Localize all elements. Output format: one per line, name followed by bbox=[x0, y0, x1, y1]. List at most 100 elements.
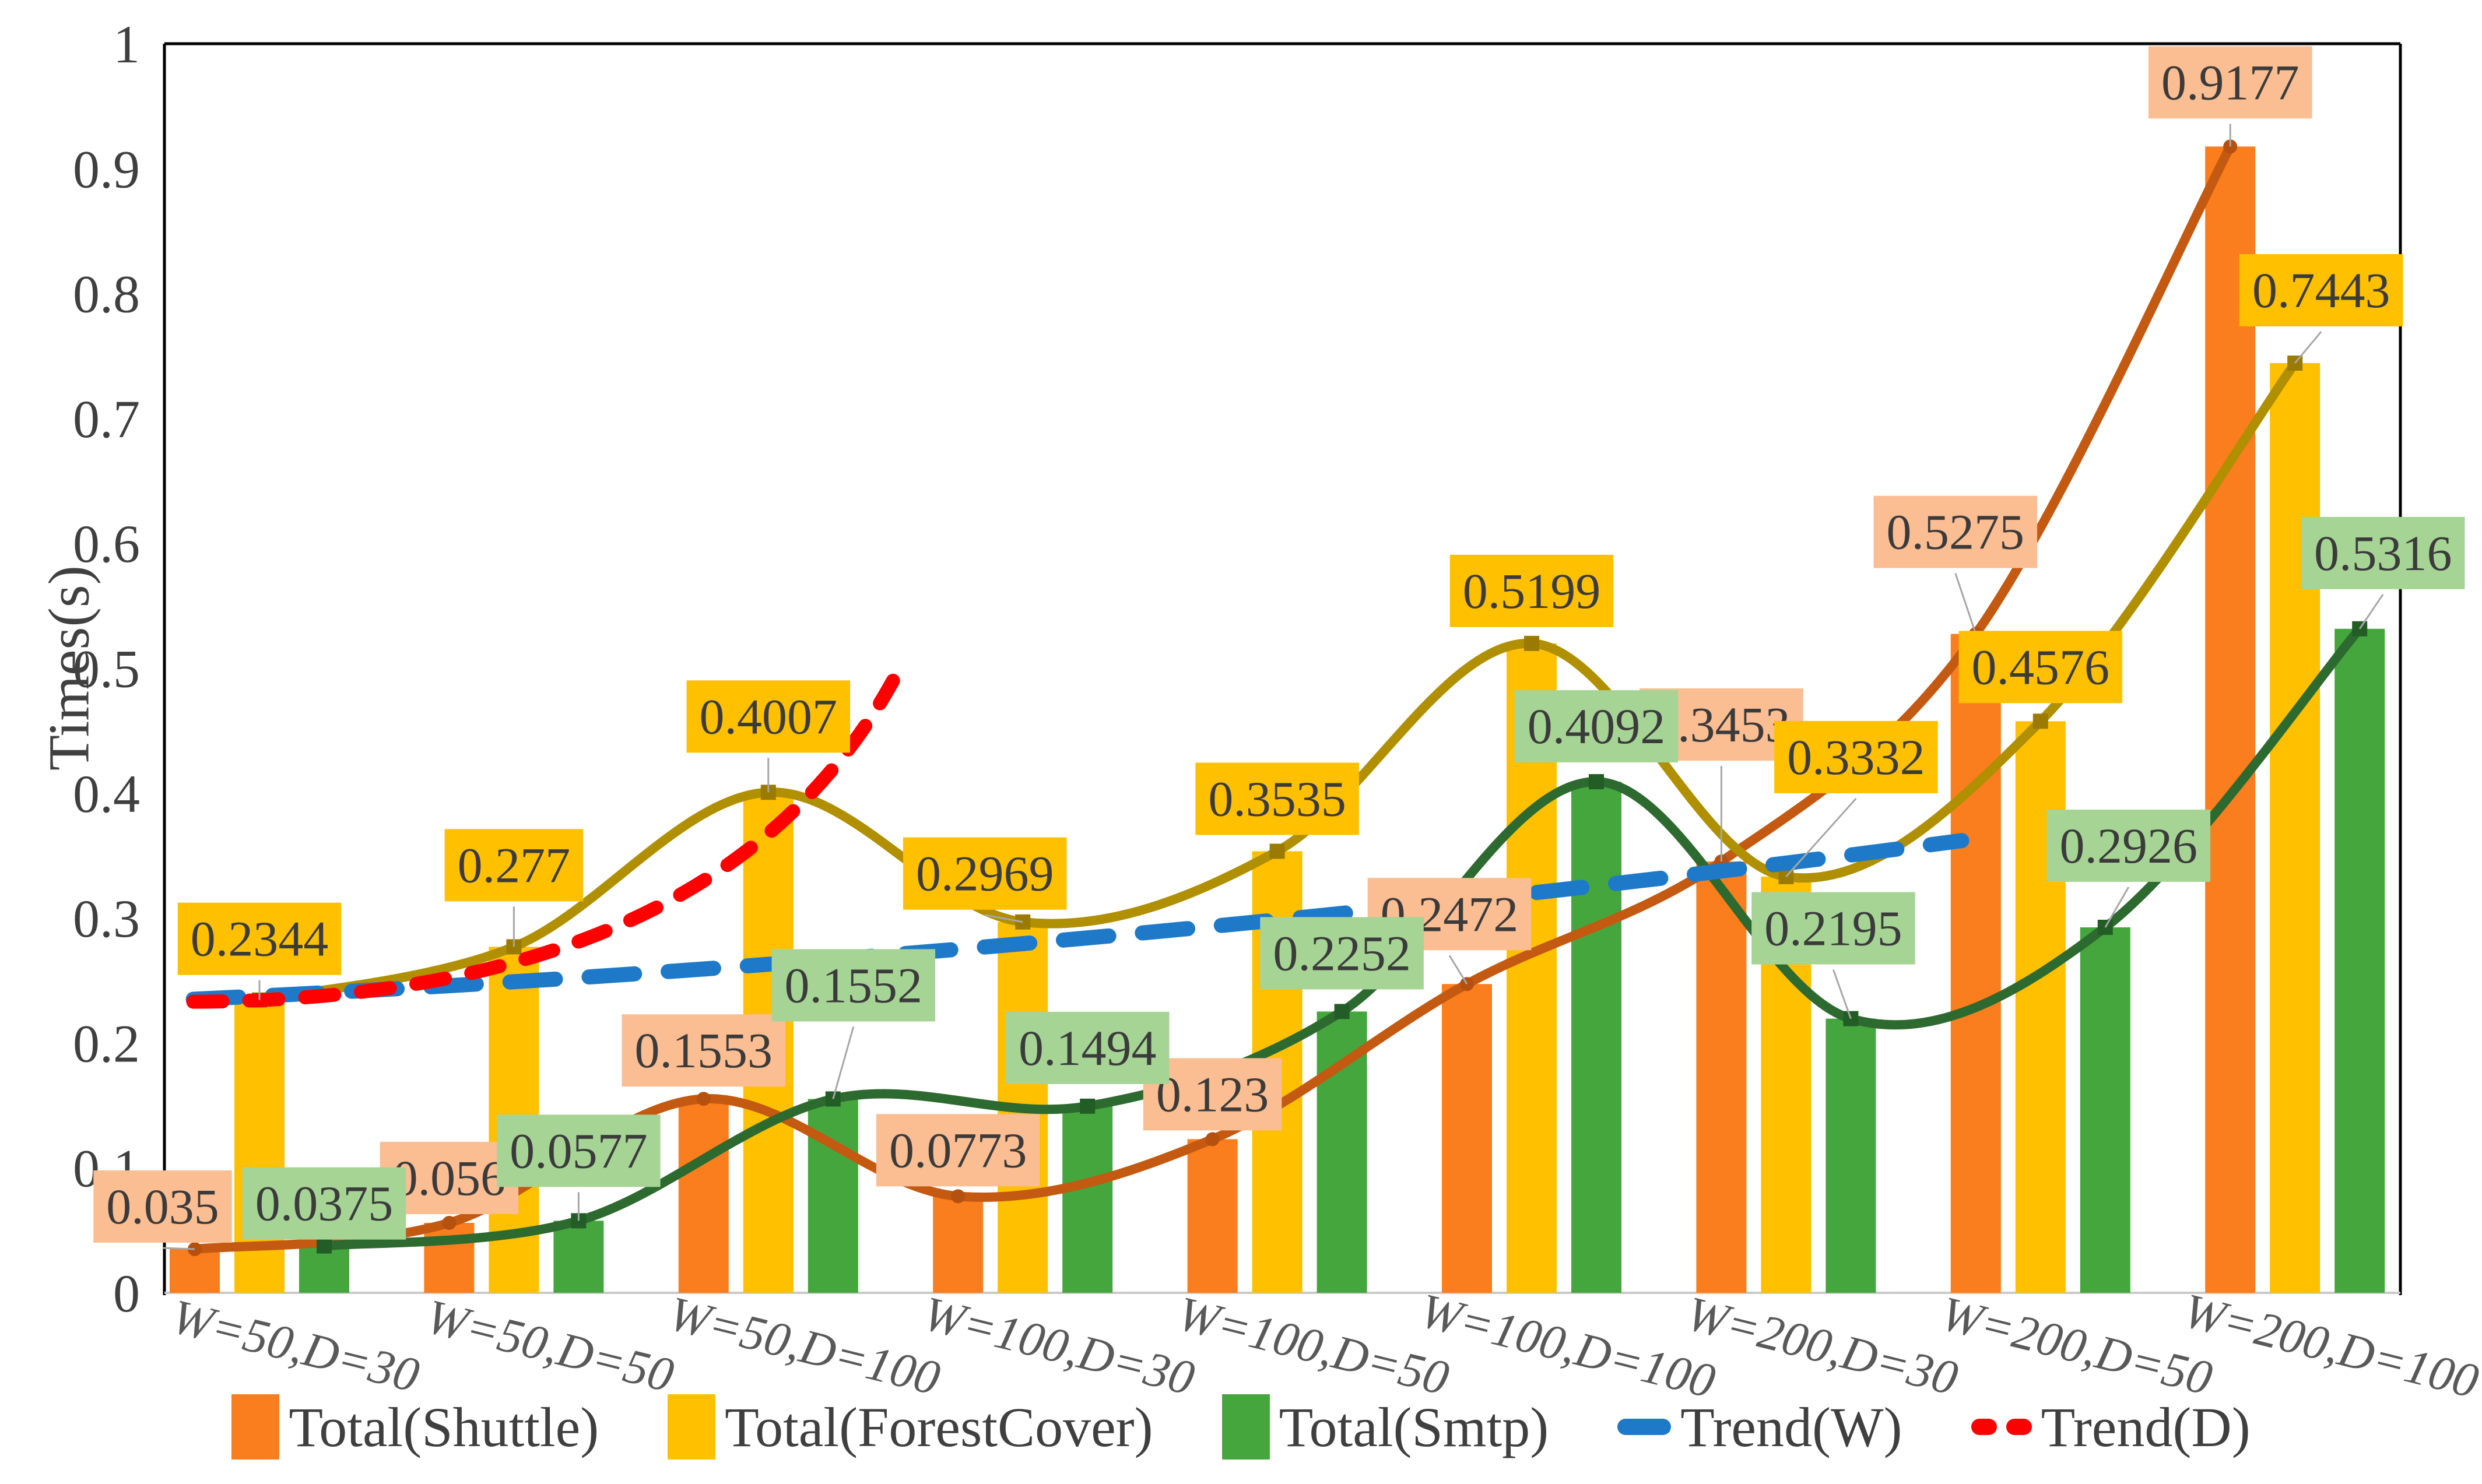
data-label-text: 0.4576 bbox=[1972, 639, 2110, 695]
legend-item-Total(Smtp): Total(Smtp) bbox=[1221, 1394, 1549, 1460]
bar-Total(Smtp)-W=200,D=100 bbox=[2334, 628, 2385, 1293]
bar-Total(Smtp)-W=200,D=30 bbox=[1825, 1018, 1876, 1293]
leader-line bbox=[1448, 955, 1468, 985]
y-tick-label: 0.8 bbox=[73, 265, 140, 324]
data-label-box bbox=[1449, 554, 1614, 627]
data-label-text: 0.4092 bbox=[1528, 698, 1666, 754]
leader-line bbox=[1832, 969, 1852, 1019]
leader-line bbox=[984, 914, 1023, 923]
data-label-box bbox=[771, 949, 936, 1022]
data-label-box bbox=[1195, 762, 1359, 835]
data-label-box bbox=[686, 680, 851, 753]
bar-Total(Smtp)-W=50,D=50 bbox=[553, 1221, 604, 1293]
data-label-box bbox=[93, 1170, 232, 1243]
x-tick-label: W=100,D=100 bbox=[1415, 1283, 1721, 1409]
legend-swatch-Total(Shuttle) bbox=[231, 1394, 280, 1460]
y-tick-label: 0.9 bbox=[73, 139, 140, 199]
x-tick-label: W=50,D=30 bbox=[166, 1289, 424, 1403]
marker-Total(Shuttle) bbox=[1205, 1132, 1220, 1147]
marker-Total(Smtp) bbox=[1334, 1004, 1350, 1019]
data-label-box bbox=[2301, 516, 2465, 589]
y-tick-label: 0 bbox=[113, 1264, 140, 1323]
data-label-text: 0.1494 bbox=[1019, 1020, 1157, 1076]
data-label-text: 0.2969 bbox=[916, 846, 1054, 902]
data-label-text: 0.9177 bbox=[2161, 54, 2300, 110]
data-label-text: 0.2344 bbox=[191, 911, 329, 967]
bar-Total(Shuttle)-W=200,D=30 bbox=[1696, 861, 1747, 1293]
leader-line bbox=[2358, 593, 2384, 630]
bar-Total(Shuttle)-W=50,D=100 bbox=[678, 1099, 729, 1293]
data-label-box bbox=[1005, 1011, 1170, 1084]
data-label-box bbox=[2239, 254, 2403, 326]
data-label-text: 0.0375 bbox=[255, 1176, 394, 1232]
marker-Total(Shuttle) bbox=[442, 1215, 457, 1230]
marker-Total(ForestCover) bbox=[1524, 635, 1539, 651]
bar-Total(Shuttle)-W=100,D=30 bbox=[933, 1196, 984, 1293]
x-tick-label: W=50,D=50 bbox=[421, 1289, 679, 1403]
data-label-text: 0.7443 bbox=[2252, 262, 2390, 318]
leader-line bbox=[1785, 797, 1857, 877]
y-tick-label: 0.5 bbox=[73, 639, 140, 699]
marker-Total(Shuttle) bbox=[951, 1189, 966, 1204]
data-label-text: 0.0577 bbox=[510, 1123, 648, 1179]
leader-line bbox=[162, 1247, 195, 1250]
data-label-text: 0.1553 bbox=[635, 1022, 773, 1078]
legend-label: Trend(W) bbox=[1680, 1395, 1902, 1458]
bar-Total(Shuttle)-W=200,D=50 bbox=[1950, 634, 2001, 1293]
leader-line bbox=[832, 1026, 855, 1099]
y-tick-label: 1 bbox=[113, 15, 140, 74]
leader-line bbox=[1954, 573, 1977, 635]
legend-item-Trend(D): Trend(D) bbox=[1971, 1395, 2251, 1460]
trendline-Trend(W) bbox=[185, 833, 1970, 1007]
data-label-text: 0.5275 bbox=[1887, 504, 2025, 560]
legend-item-Total(ForestCover): Total(ForestCover) bbox=[668, 1394, 1153, 1460]
data-label-text: 0.277 bbox=[458, 837, 571, 893]
data-label-box bbox=[177, 902, 342, 975]
data-label-box bbox=[242, 1167, 406, 1240]
legend-item-Total(Shuttle): Total(Shuttle) bbox=[231, 1394, 599, 1460]
legend-swatch-Total(Smtp) bbox=[1221, 1394, 1270, 1460]
data-label-box bbox=[903, 837, 1067, 910]
bar-Total(Smtp)-W=200,D=50 bbox=[2080, 927, 2130, 1293]
data-label-box bbox=[1260, 917, 1424, 990]
data-label-text: 0.035 bbox=[106, 1179, 219, 1235]
bar-Total(Smtp)-W=50,D=30 bbox=[299, 1246, 349, 1293]
y-tick-label: 0.3 bbox=[73, 889, 140, 948]
x-tick-label: W=200,D=100 bbox=[2178, 1283, 2482, 1409]
y-tick-label: 0.6 bbox=[73, 514, 140, 574]
data-label-box bbox=[1958, 631, 2123, 704]
legend-swatch-Total(ForestCover) bbox=[668, 1394, 716, 1460]
y-axis-title: Times(s) bbox=[36, 565, 101, 771]
legend-label: Trend(D) bbox=[2041, 1395, 2251, 1458]
y-tick-label: 0.2 bbox=[73, 1014, 140, 1073]
leader-line bbox=[2294, 331, 2322, 364]
legend-label: Total(ForestCover) bbox=[725, 1395, 1153, 1458]
data-label-box bbox=[2046, 809, 2211, 882]
data-label-text: 0.2195 bbox=[1764, 901, 1902, 956]
data-label-text: 0.3535 bbox=[1208, 771, 1346, 827]
x-tick-label: W=50,D=100 bbox=[663, 1286, 945, 1406]
bar-Total(Shuttle)-W=50,D=50 bbox=[424, 1222, 475, 1293]
data-label-text: 0.4007 bbox=[700, 688, 838, 744]
dash-segment bbox=[1971, 1419, 1997, 1435]
marker-Total(ForestCover) bbox=[1269, 843, 1285, 859]
data-label-box bbox=[444, 829, 584, 902]
bar-Total(Smtp)-W=50,D=100 bbox=[808, 1099, 858, 1293]
data-label-text: 0.1552 bbox=[785, 957, 923, 1013]
data-label-box bbox=[1774, 720, 1938, 793]
data-label-text: 0.5199 bbox=[1463, 563, 1601, 619]
marker-Total(Smtp) bbox=[317, 1238, 332, 1254]
bar-Total(ForestCover)-W=200,D=50 bbox=[2015, 721, 2066, 1293]
bar-Total(Shuttle)-W=200,D=100 bbox=[2205, 146, 2256, 1293]
legend-label: Total(Smtp) bbox=[1279, 1395, 1549, 1458]
data-label-box bbox=[497, 1114, 661, 1187]
data-label-box bbox=[1514, 690, 1679, 763]
marker-Total(Smtp) bbox=[1589, 774, 1604, 790]
bar-Total(Shuttle)-W=100,D=100 bbox=[1442, 984, 1492, 1293]
x-tick-label: W=100,D=50 bbox=[1172, 1286, 1454, 1406]
dash-segment bbox=[2006, 1419, 2032, 1435]
marker-Total(Shuttle) bbox=[696, 1092, 711, 1106]
data-label-text: 0.5316 bbox=[2314, 525, 2452, 581]
marker-Total(Smtp) bbox=[1080, 1098, 1096, 1114]
